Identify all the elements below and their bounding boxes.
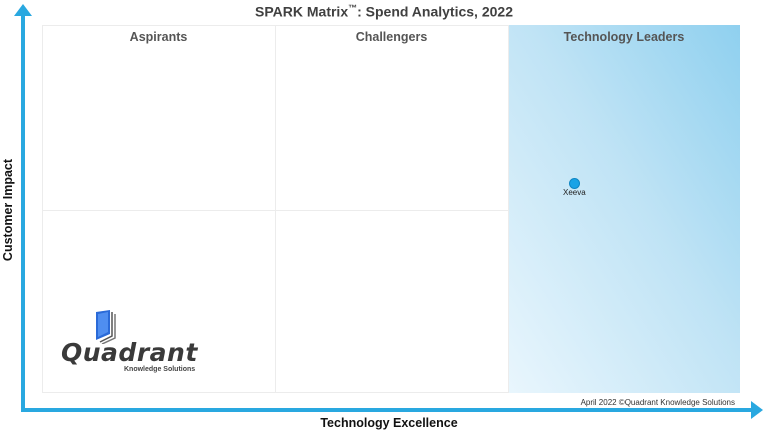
x-axis-arrow-icon [751, 401, 763, 419]
technology-leaders-region [508, 25, 740, 393]
logo-wordmark: Quadrant [61, 338, 198, 367]
y-axis-line [21, 12, 25, 412]
y-axis-arrow-icon [14, 4, 32, 16]
grid-divider-vertical-1 [275, 25, 276, 393]
quadrant-label-aspirants: Aspirants [129, 30, 188, 44]
copyright-credit: April 2022 ©Quadrant Knowledge Solutions [580, 398, 735, 407]
x-axis-label: Technology Excellence [320, 416, 458, 430]
title-main: SPARK Matrix [255, 3, 349, 20]
title-subtitle: : Spend Analytics, 2022 [357, 3, 513, 20]
quadrant-label-challengers: Challengers [355, 30, 428, 44]
vendor-label-xeeva: Xeeva [563, 188, 586, 197]
vendor-point-xeeva[interactable] [569, 178, 580, 189]
grid-divider-vertical-2 [508, 25, 509, 393]
trademark-symbol: ™ [348, 3, 358, 13]
book-icon [96, 310, 116, 344]
quadrant-logo: Quadrant Knowledge Solutions [58, 310, 198, 378]
y-axis-label: Customer Impact [1, 158, 15, 262]
quadrant-label-technology-leaders: Technology Leaders [563, 30, 685, 44]
chart-title: SPARK Matrix™: Spend Analytics, 2022 [0, 3, 768, 20]
x-axis-line [21, 408, 754, 412]
logo-tagline: Knowledge Solutions [124, 366, 196, 373]
grid-divider-horizontal [42, 210, 508, 211]
